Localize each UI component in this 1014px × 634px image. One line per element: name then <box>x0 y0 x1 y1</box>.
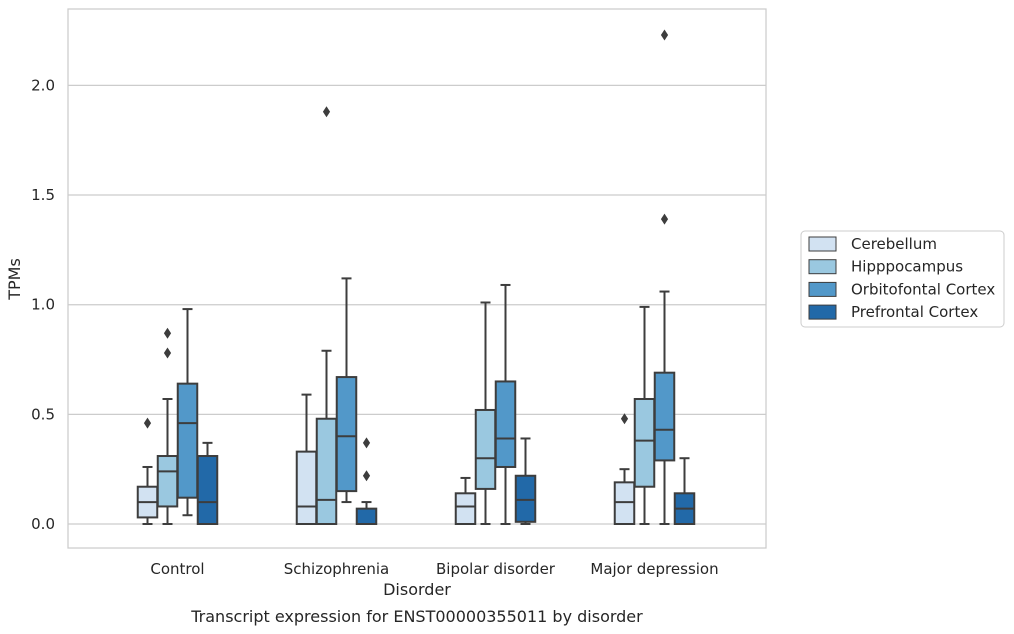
box <box>295 393 318 526</box>
boxplot-series <box>136 29 696 526</box>
box <box>176 308 199 517</box>
outlier-point <box>362 437 371 449</box>
legend-swatch <box>808 259 837 275</box>
box-iqr <box>295 450 318 526</box>
y-tick-label: 1.0 <box>31 296 55 314</box>
box-iqr <box>514 474 537 523</box>
outlier-point <box>660 29 669 41</box>
y-axis-title: TPMs <box>5 258 24 301</box>
box-iqr <box>315 417 338 525</box>
outlier-point <box>163 347 172 359</box>
box <box>514 437 537 525</box>
box <box>673 457 696 526</box>
outlier-point <box>143 417 152 429</box>
y-tick-label: 2.0 <box>31 76 55 94</box>
box <box>136 417 159 525</box>
y-tick-label: 0.0 <box>31 515 55 533</box>
outlier-point <box>660 213 669 225</box>
y-tick-label: 1.5 <box>31 186 55 204</box>
legend-frame <box>800 230 1005 328</box>
box-iqr <box>196 455 219 525</box>
legend-label: Cerebellum <box>851 235 937 253</box>
box <box>315 106 338 525</box>
box <box>613 413 636 526</box>
x-tick-label: Bipolar disorder <box>436 560 556 578</box>
x-tick-label: Schizophrenia <box>284 560 389 578</box>
box-iqr <box>633 397 656 488</box>
plot-frame <box>67 8 767 549</box>
outlier-point <box>620 413 629 425</box>
outlier-point <box>362 470 371 482</box>
outlier-point <box>322 106 331 118</box>
y-tick-label: 0.5 <box>31 405 55 423</box>
series-hipppocampus <box>156 106 656 525</box>
box-iqr <box>355 507 378 525</box>
x-tick-labels: Control Schizophrenia Bipolar disorder Majo… <box>150 560 718 578</box>
x-tick-label: Major depression <box>590 560 718 578</box>
x-tick-label: Control <box>150 560 204 578</box>
legend-label: Hipppocampus <box>851 258 963 276</box>
box-iqr <box>454 492 477 526</box>
box <box>633 305 656 525</box>
box <box>196 441 219 525</box>
box-iqr <box>156 455 179 508</box>
series-prefrontal-cortex <box>196 437 696 526</box>
box-iqr <box>335 376 358 493</box>
legend-label: Orbitofontal Cortex <box>851 280 995 298</box>
box <box>474 301 497 525</box>
box-iqr <box>494 380 517 468</box>
box-iqr <box>176 382 199 499</box>
box <box>454 476 477 526</box>
legend-swatch <box>808 304 837 320</box>
box <box>156 327 179 525</box>
outlier-point <box>163 327 172 339</box>
box-iqr <box>613 481 636 526</box>
legend-swatch <box>808 236 837 252</box>
legend-swatch <box>808 281 837 297</box>
box-iqr <box>474 408 497 490</box>
box <box>653 29 676 525</box>
box <box>494 283 517 525</box>
chart-caption: Transcript expression for ENST0000035501… <box>190 607 643 626</box>
box <box>355 437 378 525</box>
x-axis-title: Disorder <box>383 580 451 599</box>
box-iqr <box>653 371 676 462</box>
series-orbitofontal-cortex <box>176 29 676 525</box>
box <box>335 277 358 504</box>
y-tick-labels: 0.0 0.5 1.0 1.5 2.0 <box>31 76 55 533</box>
legend: Cerebellum Hipppocampus Orbitofontal Corte… <box>800 230 1005 328</box>
legend-label: Prefrontal Cortex <box>851 303 978 321</box>
